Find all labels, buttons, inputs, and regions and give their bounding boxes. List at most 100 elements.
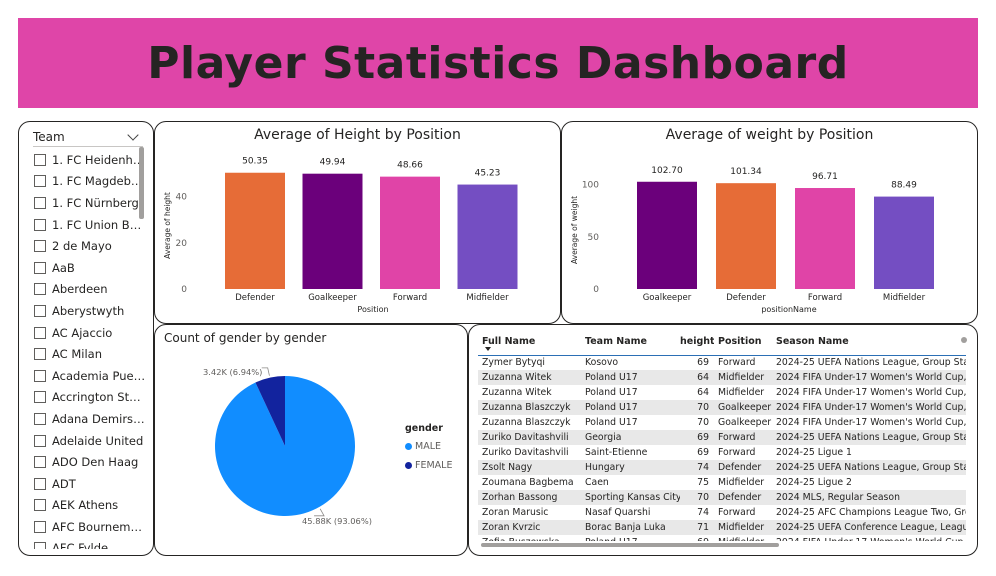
slicer-item[interactable]: AFC Fylde xyxy=(34,538,146,549)
table-cell: 2024 MLS, Regular Season xyxy=(776,492,900,503)
slicer-item[interactable]: Aberystwyth xyxy=(34,300,146,322)
table-row[interactable]: Zsolt Nagy Hungary 74 Defender 2024-25 UEFA … xyxy=(478,460,966,475)
table-header-row: Full Name Team Name height Position Seas… xyxy=(478,333,966,355)
table-cell: Zuzanna Witek xyxy=(482,372,552,383)
slicer-item[interactable]: Academia Puerto Cabello xyxy=(34,365,146,387)
col-header-height[interactable]: height xyxy=(680,336,714,347)
slicer-item[interactable]: ADT xyxy=(34,473,146,495)
table-row[interactable]: Zuriko Davitashvili Georgia 69 Forward 2024-… xyxy=(478,430,966,445)
slicer-item[interactable]: AC Ajaccio xyxy=(34,322,146,344)
table-row[interactable]: Zoran Kvrzic Borac Banja Luka 71 Midfielder… xyxy=(478,520,966,535)
table-row[interactable]: Zofia BuszewskaPoland U1769Midfielder202… xyxy=(478,535,966,541)
table-row[interactable]: Zuzanna Blaszczyk Poland U17 70 Goalkeeper 2… xyxy=(478,400,966,415)
bar[interactable] xyxy=(716,183,776,289)
table-cell: Midfielder xyxy=(718,522,765,533)
checkbox-icon[interactable] xyxy=(34,412,46,425)
slicer-item[interactable]: 1. FC Magdeburg xyxy=(34,171,146,193)
table-scroll-icon[interactable] xyxy=(961,337,967,343)
checkbox-icon[interactable] xyxy=(34,196,46,209)
table-cell: Saint-Etienne xyxy=(585,447,648,458)
table-cell: Forward xyxy=(718,447,756,458)
chevron-down-icon[interactable] xyxy=(127,129,139,141)
slicer-header[interactable]: Team xyxy=(33,128,141,146)
checkbox-icon[interactable] xyxy=(34,261,46,274)
bar[interactable] xyxy=(874,196,934,289)
col-header-full-name[interactable]: Full Name xyxy=(482,336,536,347)
table-cell: Forward xyxy=(718,357,756,369)
table-row[interactable]: Zuzanna Blaszczyk Poland U17 70 Goalkeeper 2… xyxy=(478,415,966,430)
weight-by-position-chart[interactable]: Average of weight by Position 0 50 100 Aver… xyxy=(561,121,978,324)
slicer-scrollbar[interactable] xyxy=(139,147,144,219)
slicer-item-label: ADT xyxy=(52,476,76,491)
table-cell: 2024-25 AFC Champions League Two, Group … xyxy=(776,507,966,518)
checkbox-icon[interactable] xyxy=(34,283,46,296)
checkbox-icon[interactable] xyxy=(34,520,46,533)
player-table[interactable]: Full Name Team Name height Position Seas… xyxy=(468,324,978,556)
slicer-item[interactable]: 1. FC Heidenheim xyxy=(34,149,146,171)
table-cell: Zuzanna Blaszczyk xyxy=(482,417,571,428)
table-row[interactable]: Zoran Marusic Nasaf Quarshi 74 Forward 2024-… xyxy=(478,505,966,520)
slicer-item[interactable]: AaB xyxy=(34,257,146,279)
table-horizontal-scrollbar[interactable] xyxy=(481,543,779,547)
table-cell: Zuriko Davitashvili xyxy=(482,432,569,443)
bar[interactable] xyxy=(225,172,285,289)
bar-value-label: 102.70 xyxy=(651,166,683,176)
slicer-item[interactable]: 1. FC Nürnberg xyxy=(34,192,146,214)
checkbox-icon[interactable] xyxy=(34,218,46,231)
slicer-item[interactable]: 2 de Mayo xyxy=(34,235,146,257)
bar[interactable] xyxy=(380,176,440,289)
table-row[interactable]: Zuzanna Witek Poland U17 64 Midfielder 2024 … xyxy=(478,385,966,400)
bar[interactable] xyxy=(302,173,363,289)
legend-item-male[interactable]: MALE xyxy=(405,441,452,452)
slicer-item[interactable]: 1. FC Union Berlin xyxy=(34,214,146,236)
checkbox-icon[interactable] xyxy=(34,477,46,490)
slicer-item[interactable]: ADO Den Haag xyxy=(34,451,146,473)
bar-value-label: 48.66 xyxy=(397,161,423,171)
male-dot-icon xyxy=(405,443,412,450)
table-cell: Midfielder xyxy=(714,535,772,541)
table-row[interactable]: Zuzanna Witek Poland U17 64 Midfielder 2024 … xyxy=(478,370,966,385)
checkbox-icon[interactable] xyxy=(34,304,46,317)
table-row[interactable]: Zuriko Davitashvili Saint-Etienne 69 Forwar… xyxy=(478,445,966,460)
checkbox-icon[interactable] xyxy=(34,369,46,382)
pie-slice[interactable] xyxy=(255,376,285,446)
col-header-team-name[interactable]: Team Name xyxy=(585,336,647,347)
gender-pie-chart[interactable]: Count of gender by gender 45.88K (93.06%… xyxy=(154,324,468,556)
checkbox-icon[interactable] xyxy=(34,434,46,447)
table-row[interactable]: Zoumana Bagbema Caen 75 Midfielder 2024-25 L… xyxy=(478,475,966,490)
slicer-item[interactable]: Adelaide United xyxy=(34,430,146,452)
sort-desc-icon[interactable] xyxy=(485,347,491,351)
height-by-position-chart[interactable]: Average of Height by Position 0 20 40 Avera… xyxy=(154,121,561,324)
checkbox-icon[interactable] xyxy=(34,240,46,253)
bar[interactable] xyxy=(457,184,518,289)
table-row[interactable]: Zorhan Bassong Sporting Kansas City 70 Defe… xyxy=(478,490,966,505)
slicer-item[interactable]: Aberdeen xyxy=(34,279,146,301)
checkbox-icon[interactable] xyxy=(34,348,46,361)
table-cell: Kosovo xyxy=(585,357,619,369)
checkbox-icon[interactable] xyxy=(34,391,46,404)
bar[interactable] xyxy=(795,188,855,289)
bar[interactable] xyxy=(637,181,697,289)
checkbox-icon[interactable] xyxy=(34,499,46,512)
slicer-item[interactable]: AC Milan xyxy=(34,343,146,365)
table-cell: Poland U17 xyxy=(585,417,638,428)
pie-label-male: 45.88K (93.06%) xyxy=(302,516,372,526)
slicer-item[interactable]: AEK Athens xyxy=(34,495,146,517)
col-header-position[interactable]: Position xyxy=(718,336,762,347)
legend-item-female[interactable]: FEMALE xyxy=(405,460,452,471)
checkbox-icon[interactable] xyxy=(34,542,46,549)
x-tick-label: Midfielder xyxy=(883,293,926,303)
table-cell: Poland U17 xyxy=(585,387,638,398)
col-header-season-name[interactable]: Season Name xyxy=(776,336,849,347)
slicer-list[interactable]: 1. FC Heidenheim 1. FC Magdeburg 1. FC Nür… xyxy=(34,149,146,549)
checkbox-icon[interactable] xyxy=(34,153,46,166)
checkbox-icon[interactable] xyxy=(34,456,46,469)
slicer-item[interactable]: Accrington Stanley xyxy=(34,387,146,409)
checkbox-icon[interactable] xyxy=(34,175,46,188)
table-row[interactable]: Zymer Bytyqi Kosovo 69 Forward 2024-25 UEFA … xyxy=(478,355,966,370)
slicer-item[interactable]: Adana Demirspor xyxy=(34,408,146,430)
team-slicer[interactable]: Team 1. FC Heidenheim 1. FC Magdeburg 1. F… xyxy=(18,121,154,556)
slicer-item[interactable]: AFC Bournemouth xyxy=(34,516,146,538)
table-viewport[interactable]: Full Name Team Name height Position Seas… xyxy=(478,333,966,541)
checkbox-icon[interactable] xyxy=(34,326,46,339)
